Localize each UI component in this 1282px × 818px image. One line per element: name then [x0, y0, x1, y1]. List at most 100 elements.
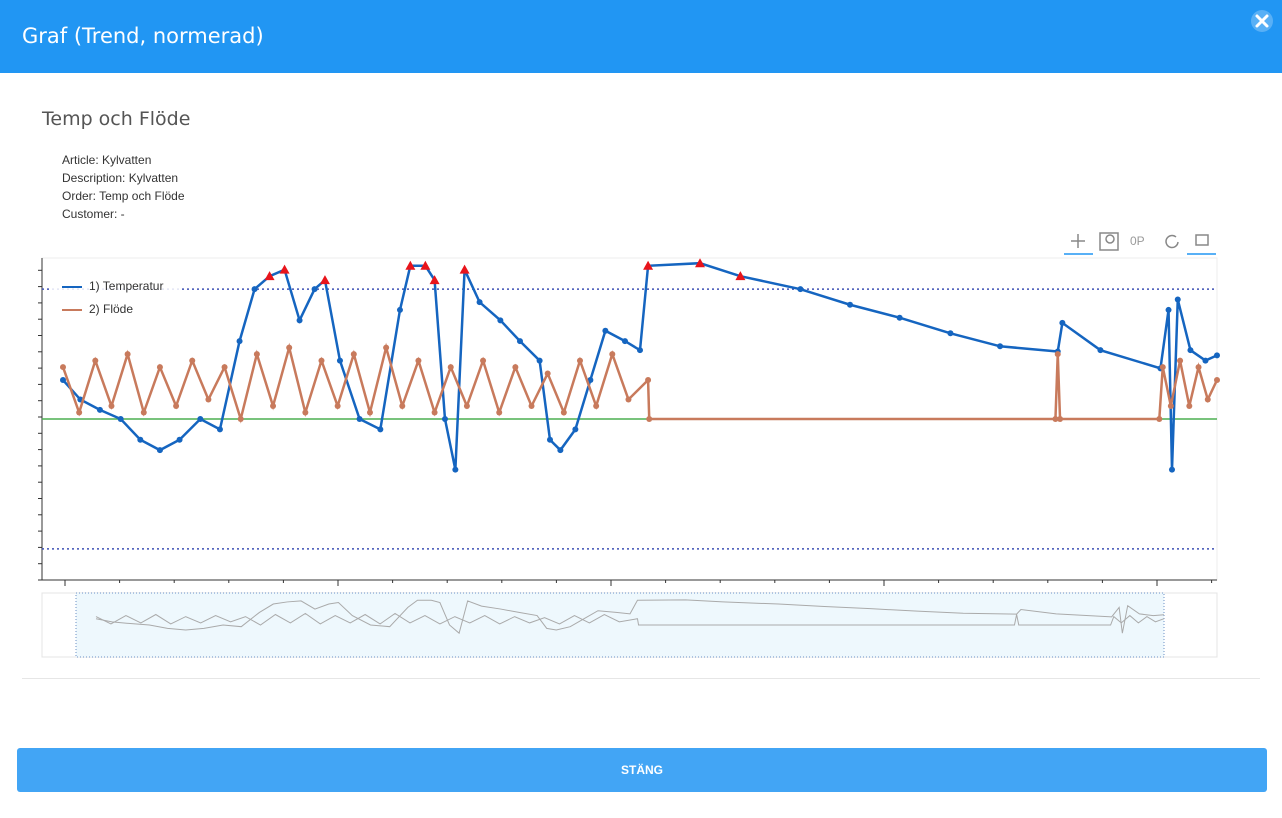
reset-tool[interactable]: 0P [1130, 234, 1145, 248]
data-point [286, 344, 293, 351]
data-point [156, 364, 163, 371]
data-point [947, 330, 954, 337]
data-point [236, 338, 243, 345]
data-point [496, 409, 503, 416]
legend-label: 2) Flöde [89, 302, 133, 316]
navigator-line [95, 599, 1165, 635]
data-point [1174, 296, 1181, 303]
info-line: Article: Kylvatten [62, 153, 152, 167]
data-point [117, 416, 124, 422]
data-point [140, 409, 147, 416]
data-point [646, 416, 653, 422]
data-point [480, 357, 487, 364]
data-point [1168, 466, 1175, 473]
data-point [318, 357, 325, 364]
data-point [1214, 352, 1220, 359]
toolbar: 0P [1064, 232, 1216, 255]
data-point [356, 416, 363, 422]
data-point [447, 364, 454, 371]
legend-tool[interactable] [1195, 234, 1209, 246]
data-point [560, 409, 567, 416]
data-point [997, 343, 1004, 350]
data-point [189, 357, 196, 364]
data-point [1165, 306, 1172, 313]
data-point [1097, 347, 1104, 354]
data-point [536, 357, 543, 364]
data-point [476, 299, 483, 306]
data-point [431, 409, 438, 416]
info-line: Description: Kylvatten [62, 171, 179, 185]
alarm-marker [279, 264, 290, 274]
zoom-tool[interactable] [1099, 232, 1119, 251]
legend-box [52, 268, 180, 325]
data-point [1202, 357, 1209, 364]
data-point [296, 317, 303, 324]
data-point [383, 344, 390, 351]
close-button[interactable]: STÄNG [17, 748, 1267, 792]
refresh-tool[interactable] [1165, 234, 1179, 249]
data-point [377, 426, 384, 433]
data-point [1204, 396, 1211, 403]
data-point [60, 364, 66, 371]
info-line: Order: Temp och Flöde [62, 189, 185, 203]
data-point [463, 403, 470, 410]
chart-heading: Temp och Flöde [42, 108, 191, 130]
data-point [516, 338, 523, 345]
data-point [366, 409, 373, 416]
data-point [1195, 364, 1202, 371]
divider [22, 678, 1260, 679]
data-point [1186, 403, 1193, 410]
legend: 1) Temperatur 2) Flöde [52, 268, 180, 325]
data-point [237, 416, 244, 422]
data-point [602, 327, 609, 334]
close-button[interactable] [1250, 9, 1274, 33]
data-point [528, 403, 535, 410]
data-point [1177, 357, 1184, 364]
data-point [302, 409, 309, 416]
data-point [441, 416, 448, 422]
data-point [1057, 416, 1064, 422]
alarm-marker [695, 258, 706, 268]
alarm-marker [405, 260, 416, 270]
data-point [253, 351, 260, 358]
data-point [336, 357, 343, 364]
series-line [62, 261, 1218, 470]
data-point [60, 377, 66, 384]
alarm-marker [459, 264, 470, 274]
chart: 0P 1) Temperatur 2) Flöde [38, 232, 1220, 658]
data-point [270, 403, 277, 410]
data-point [399, 403, 406, 410]
info-line: Customer: - [62, 207, 125, 221]
data-point [216, 426, 223, 433]
data-point [896, 314, 903, 321]
data-point [176, 436, 183, 443]
data-point [557, 447, 564, 454]
alarm-marker [420, 260, 431, 270]
data-point [137, 436, 144, 443]
modal-header: Graf (Trend, normerad) [0, 0, 1282, 73]
data-point [645, 377, 652, 384]
data-point [452, 466, 459, 473]
data-point [221, 364, 228, 371]
data-point [76, 409, 83, 416]
pan-tool[interactable] [1071, 234, 1085, 248]
data-point [847, 301, 854, 308]
data-point [797, 286, 804, 293]
data-point [1052, 416, 1059, 422]
alarm-marker [735, 271, 746, 281]
data-point [156, 447, 163, 454]
data-point [173, 403, 180, 410]
info-block: Article: Kylvatten Description: Kylvatte… [62, 151, 185, 223]
alarm-marker [319, 275, 330, 285]
data-point [1059, 319, 1066, 326]
data-point [544, 370, 551, 377]
alarm-marker [643, 260, 654, 270]
data-point [587, 377, 594, 384]
data-point [350, 351, 357, 358]
data-point [415, 357, 422, 364]
data-point [311, 286, 318, 293]
data-point [576, 357, 583, 364]
data-point [637, 347, 643, 354]
data-point [205, 396, 212, 403]
